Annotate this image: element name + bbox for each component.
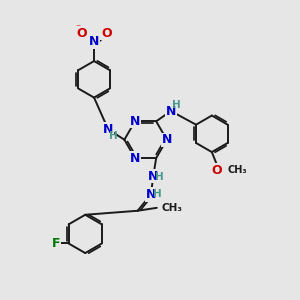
Text: O: O — [76, 27, 87, 40]
Text: F: F — [52, 237, 61, 250]
Text: CH₃: CH₃ — [227, 165, 247, 175]
Text: H: H — [172, 100, 181, 110]
Text: N: N — [146, 188, 156, 201]
Text: H: H — [155, 172, 164, 182]
Text: N: N — [166, 104, 176, 118]
Text: CH₃: CH₃ — [161, 203, 182, 213]
Text: N: N — [148, 170, 158, 183]
Text: H: H — [109, 131, 118, 141]
Text: H: H — [153, 189, 162, 199]
Text: N: N — [130, 115, 140, 128]
Text: O: O — [101, 27, 112, 40]
Text: N: N — [162, 133, 172, 146]
Text: N: N — [103, 123, 113, 136]
Text: ⁻: ⁻ — [75, 23, 80, 33]
Text: O: O — [212, 164, 222, 177]
Text: N: N — [130, 152, 140, 165]
Text: N: N — [89, 35, 99, 48]
